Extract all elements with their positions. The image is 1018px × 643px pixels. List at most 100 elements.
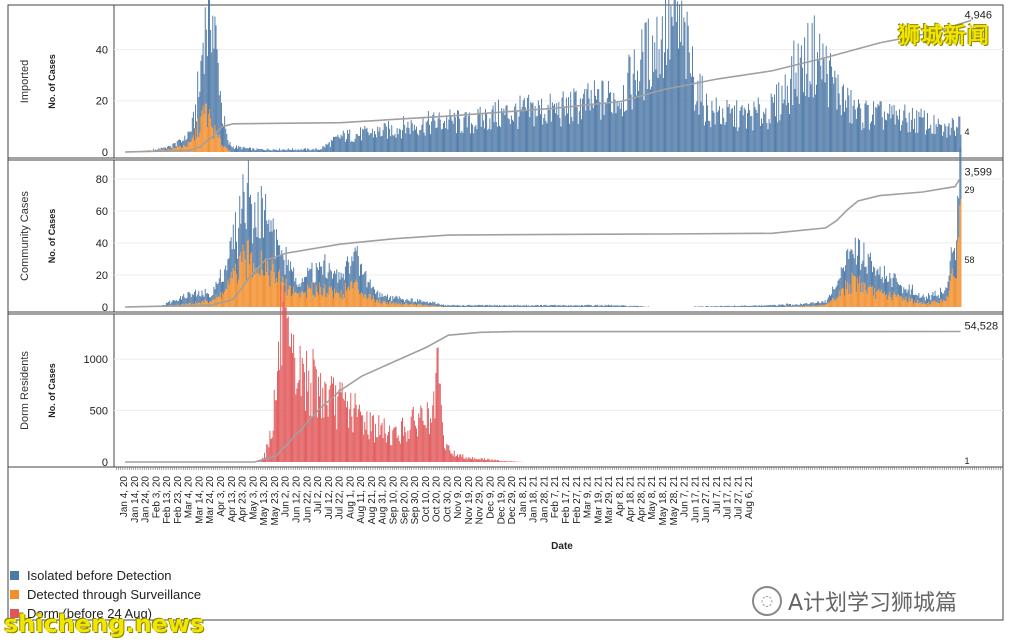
bar-dorm [445, 450, 447, 462]
bar-surveillance [258, 274, 260, 307]
bar-isolated [754, 107, 756, 152]
bar-isolated [728, 305, 730, 307]
bar-surveillance [259, 275, 261, 307]
bar-isolated [692, 46, 693, 152]
bar-isolated [537, 100, 539, 152]
bar-isolated [457, 305, 458, 307]
bar-isolated [757, 97, 759, 152]
bar-isolated [370, 133, 372, 152]
bar-isolated [725, 122, 727, 152]
bar-isolated [492, 305, 494, 307]
bar-surveillance [200, 116, 202, 152]
bar-isolated [202, 42, 204, 107]
bar-isolated [300, 148, 302, 152]
bar-isolated [284, 274, 286, 292]
bar-isolated [424, 135, 426, 152]
bar-isolated [941, 292, 942, 299]
bar-isolated [769, 304, 771, 307]
bar-isolated [722, 306, 724, 307]
bar-surveillance [326, 292, 328, 307]
bar-dorm [464, 459, 466, 462]
bar-isolated [877, 268, 879, 291]
bar-dorm [402, 417, 403, 462]
bar-surveillance [357, 289, 359, 307]
bar-isolated [832, 286, 834, 299]
bar-isolated [303, 277, 305, 294]
bar-isolated [827, 107, 829, 152]
bar-surveillance [855, 291, 857, 307]
xtick-label: Dec 9, 20 [486, 476, 497, 519]
bar-isolated [375, 293, 377, 303]
bar-surveillance [842, 288, 844, 307]
bar-isolated [242, 147, 244, 152]
bar-isolated [855, 118, 857, 152]
xtick-label: Oct 10, 20 [421, 476, 432, 523]
bar-surveillance [427, 305, 429, 307]
bar-isolated [393, 135, 395, 152]
xtick-label: Apr 3, 20 [216, 476, 227, 517]
bar-dorm [503, 461, 505, 462]
bar-isolated [585, 305, 587, 307]
xtick-label: Mar 9, 21 [583, 476, 594, 519]
bar-isolated [958, 198, 960, 238]
bar-isolated [399, 298, 401, 305]
bar-isolated [153, 148, 154, 150]
bar-surveillance [223, 294, 225, 307]
bar-isolated [588, 98, 590, 152]
bar-isolated [792, 304, 794, 307]
bar-isolated [859, 103, 861, 152]
bar-isolated [823, 58, 825, 152]
bar-isolated [501, 305, 503, 307]
bar-isolated [815, 84, 817, 152]
bar-dorm [266, 444, 268, 462]
bar-surveillance [891, 300, 893, 307]
bar-surveillance [230, 272, 232, 307]
bar-surveillance [899, 295, 900, 307]
bar-surveillance [189, 141, 191, 152]
bar-isolated [605, 103, 607, 152]
bar-isolated [742, 306, 744, 307]
bar-surveillance [927, 303, 928, 307]
bar-isolated [253, 148, 255, 152]
bar-isolated [236, 145, 237, 152]
bar-isolated [701, 75, 703, 152]
bar-isolated [632, 73, 634, 152]
last-value-imported: 4 [964, 127, 969, 137]
bar-isolated [443, 122, 444, 152]
bar-isolated [361, 140, 363, 152]
bar-isolated [486, 114, 488, 152]
xtick-label: Aug 11, 20 [356, 476, 367, 524]
bar-isolated [378, 297, 380, 304]
bar-dorm [348, 427, 350, 462]
bar-isolated [178, 139, 180, 147]
bar-surveillance [403, 304, 405, 307]
bar-isolated [165, 302, 167, 307]
bar-isolated [446, 305, 448, 307]
bar-isolated [497, 99, 499, 152]
bar-surveillance [416, 305, 418, 307]
xtick-label: Apr 23, 20 [238, 476, 249, 523]
bar-isolated [342, 273, 344, 295]
bar-isolated [726, 99, 728, 152]
bar-surveillance [279, 269, 281, 307]
bar-isolated [329, 146, 331, 152]
bar-isolated [313, 283, 315, 296]
bar-surveillance [218, 134, 220, 152]
bar-surveillance [297, 294, 299, 307]
bar-isolated [929, 128, 931, 152]
cumulative-total-imported: 4,946 [964, 9, 992, 21]
bar-isolated [624, 305, 626, 307]
bar-isolated [625, 110, 627, 152]
bar-isolated [230, 146, 232, 152]
bar-isolated [187, 131, 189, 142]
bar-isolated [445, 128, 447, 152]
bar-surveillance [945, 301, 947, 307]
bar-isolated [790, 78, 792, 152]
bar-isolated [575, 90, 577, 152]
bar-surveillance [890, 297, 892, 307]
bar-isolated [780, 305, 782, 307]
bar-isolated [546, 123, 548, 152]
bar-isolated [574, 305, 576, 307]
bar-isolated [827, 297, 829, 304]
bar-isolated [422, 117, 424, 152]
